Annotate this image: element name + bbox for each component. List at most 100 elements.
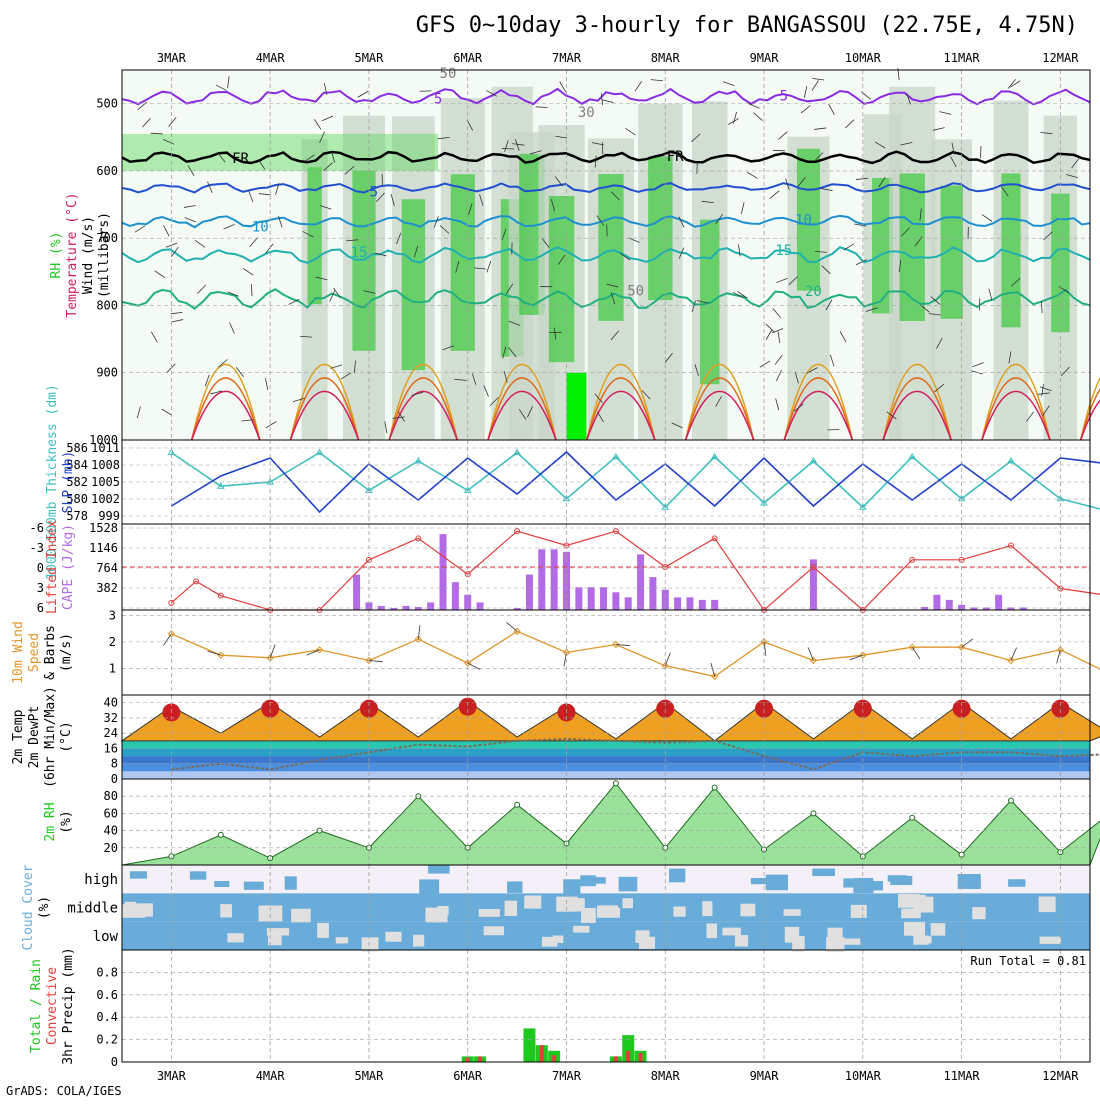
date-label-bottom: 3MAR xyxy=(157,1069,187,1083)
cloud-cell-73 xyxy=(484,926,504,935)
ylabel-cloud-2: (%) xyxy=(37,896,52,919)
ytick-lifted-index-3: 0 xyxy=(37,561,44,575)
ylabel-rh2m: 2m RH xyxy=(43,802,58,841)
cape-bar-17 xyxy=(575,587,582,610)
cape-bar-8 xyxy=(440,534,447,610)
date-label-bottom-4: 6MAR xyxy=(453,1069,483,1083)
cape-bar-19 xyxy=(600,587,607,610)
cloud-cell-38 xyxy=(702,901,712,916)
ytick-wind: 1 xyxy=(109,661,116,675)
ylabel-wind-3: & Barbs xyxy=(43,625,58,680)
ylabel-temp: 2m Temp xyxy=(11,709,26,764)
ytick-precip-5: 0.8 xyxy=(96,965,118,979)
ytick-temp-6: 40 xyxy=(104,696,118,710)
cloud-cell-56 xyxy=(603,907,613,915)
cloud-cell-72 xyxy=(336,937,348,943)
cloud-cell-65 xyxy=(134,903,153,916)
precip-total-bar-3 xyxy=(523,1028,535,1062)
cloud-cell-55 xyxy=(580,875,596,886)
cloud-cell-67 xyxy=(413,935,424,947)
ytick-slp-4: 1002 xyxy=(91,492,120,506)
ytick-temp-3: 16 xyxy=(104,741,118,755)
cloud-cell-51 xyxy=(921,936,932,943)
rh-marker-12 xyxy=(712,785,717,790)
cloud-cell-37 xyxy=(838,938,860,944)
cape-bar-7 xyxy=(427,602,434,610)
cloud-cell-28 xyxy=(1040,937,1061,944)
cloud-cell-76 xyxy=(524,896,541,909)
cloud-cell-62 xyxy=(556,897,577,912)
ytick-rh-4: 80 xyxy=(104,789,118,803)
cloud-cell-20 xyxy=(419,879,439,894)
ytick-lifted-index-5: 6 xyxy=(37,601,44,615)
cloud-row-label-3: low xyxy=(93,929,119,945)
cloud-cell-32 xyxy=(573,926,589,933)
ytick-upper-5: 900 xyxy=(96,366,118,380)
contour-label-2: 5 xyxy=(780,88,788,104)
cloud-cell-22 xyxy=(227,933,243,942)
ytick-temp: 0 xyxy=(111,772,118,786)
precip-convective-bar-8 xyxy=(639,1053,643,1062)
date-label-bottom-10: 12MAR xyxy=(1042,1069,1079,1083)
rh-moist-column-9 xyxy=(648,156,672,300)
contour-label-8: 15 xyxy=(351,245,368,261)
ytick-lifted-index-2: -3 xyxy=(30,541,44,555)
ylabel-temp-2: 2m DewPt xyxy=(27,706,42,769)
ytick-upper-2: 600 xyxy=(96,164,118,178)
cloud-cell-18 xyxy=(285,876,297,889)
cloud-cell-17 xyxy=(740,904,755,917)
contour-label-13: 50 xyxy=(627,283,644,299)
cape-bar-22 xyxy=(637,554,644,610)
cloud-cell-60 xyxy=(898,894,920,908)
contour-label-9: 15 xyxy=(775,243,792,259)
cloud-cell-49 xyxy=(542,937,558,947)
cloud-row-label-2: middle xyxy=(67,901,118,917)
cape-bar-24 xyxy=(662,590,669,610)
cloud-cell-44 xyxy=(673,906,685,916)
rh-moist-column-14 xyxy=(941,186,963,319)
ytick-lifted-index: -6 xyxy=(30,521,44,535)
cloud-cell-68 xyxy=(362,937,379,951)
date-label-bottom-3: 5MAR xyxy=(354,1069,384,1083)
ytick-lifted-index-4: 3 xyxy=(37,581,44,595)
cape-bar-11 xyxy=(477,602,484,610)
ytick-upper: 500 xyxy=(96,97,118,111)
cape-bar-18 xyxy=(588,587,595,610)
cloud-cell-43 xyxy=(931,923,946,936)
ytick-cape-4: 382 xyxy=(96,581,118,595)
precip-convective-bar-7 xyxy=(626,1051,630,1062)
cape-bar-32 xyxy=(946,600,953,610)
cloud-cell-61 xyxy=(505,901,518,916)
ytick-temp-5: 32 xyxy=(104,711,118,725)
contour-label-11: 30 xyxy=(578,105,595,121)
contour-label: 5 xyxy=(434,92,442,108)
cloud-cell-57 xyxy=(190,871,206,879)
date-label-top-3: 5MAR xyxy=(354,51,384,65)
cape-bar-9 xyxy=(452,582,459,610)
chart-title: GFS 0~10day 3-hourly for BANGASSOU (22.7… xyxy=(416,13,1078,38)
cloud-row-label: high xyxy=(84,872,118,888)
rh-marker-2 xyxy=(218,832,223,837)
ytick-slp: 1011 xyxy=(91,441,120,455)
cloud-cell-78 xyxy=(958,874,981,889)
date-label-top-2: 4MAR xyxy=(256,51,286,65)
ylabel-cape-2: CAPE (J/kg) xyxy=(61,524,76,610)
ytick-precip-3: 0.4 xyxy=(96,1010,118,1024)
cloud-cell-77 xyxy=(130,871,147,878)
cloud-cell-15 xyxy=(479,909,500,917)
cloud-cell-11 xyxy=(385,932,401,942)
ylabel-upper-4: (millibars) xyxy=(97,212,112,298)
ytick-precip-2: 0.2 xyxy=(96,1033,118,1047)
precip-convective-bar-4 xyxy=(540,1045,544,1062)
date-label-bottom-7: 9MAR xyxy=(750,1069,780,1083)
cape-bar xyxy=(353,575,360,610)
cloud-cell-41 xyxy=(904,922,925,936)
cloud-cell-70 xyxy=(853,878,873,893)
ytick-wind-3: 3 xyxy=(109,608,116,622)
ylabel-cape: Lifted Index xyxy=(45,520,60,614)
wind-barb-upper-3 xyxy=(502,148,514,149)
ylabel-upper: RH (%) xyxy=(49,232,64,279)
date-label-bottom-9: 11MAR xyxy=(944,1069,981,1083)
rh-saturated-column xyxy=(566,373,586,440)
